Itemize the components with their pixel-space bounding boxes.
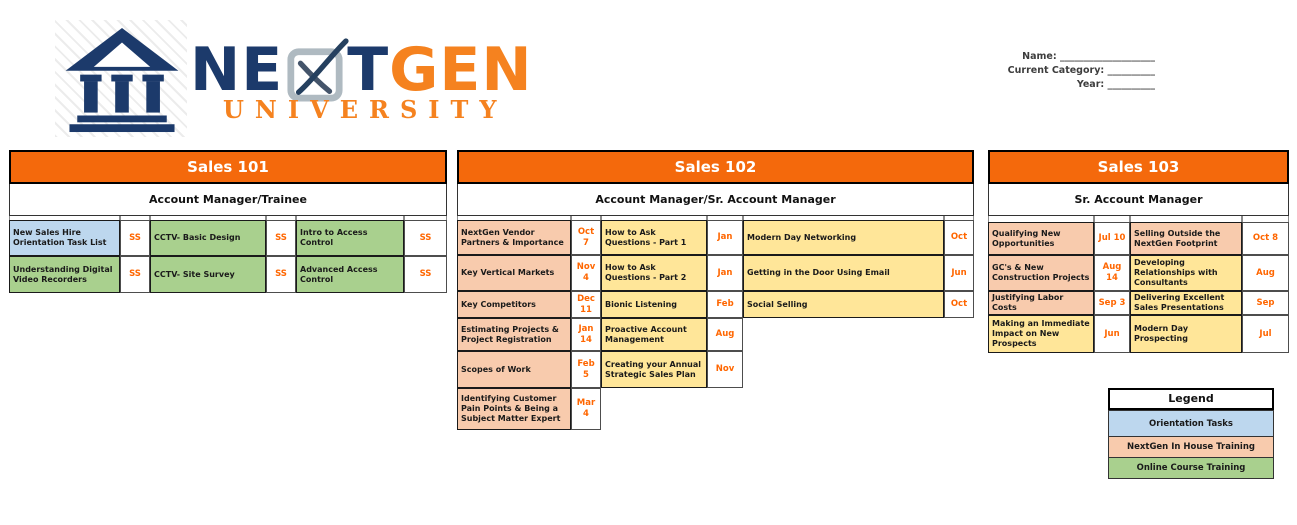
student-info-form: Name: ____________________ Current Categ… [990, 50, 1155, 92]
schedule-cell: Sep 3 [1094, 291, 1130, 315]
course-cell: How to Ask Questions - Part 1 [601, 220, 707, 255]
schedule-cell: Oct [944, 220, 974, 255]
course-cell: CCTV- Site Survey [150, 256, 266, 293]
brand-subtitle: UNIVERSITY [223, 95, 508, 124]
course-cell: Justifying Labor Costs [988, 291, 1094, 315]
schedule-cell: SS [404, 220, 447, 256]
course-cell: Identifying Customer Pain Points & Being… [457, 388, 571, 430]
table-subtitle: Account Manager/Trainee [9, 184, 447, 216]
brand-prefix: NE [190, 35, 284, 105]
grid-spacer [988, 216, 1094, 222]
legend-item-orientation: Orientation Tasks [1108, 410, 1274, 437]
table-title: Sales 101 [9, 150, 447, 184]
course-cell: Bionic Listening [601, 291, 707, 318]
course-cell: Selling Outside the NextGen Footprint [1130, 222, 1242, 255]
sales-101-table: Sales 101 Account Manager/Trainee New Sa… [9, 150, 447, 293]
course-cell: Understanding Digital Video Recorders [9, 256, 120, 293]
table-subtitle: Account Manager/Sr. Account Manager [457, 184, 974, 216]
schedule-cell: Nov [707, 351, 743, 388]
schedule-cell: Feb 5 [571, 351, 601, 388]
year-blank-line: __________ [1107, 79, 1156, 90]
grid-spacer [9, 216, 120, 220]
sales-103-table: Sales 103 Sr. Account Manager Qualifying… [988, 150, 1289, 353]
schedule-cell: SS [120, 220, 150, 256]
table-title: Sales 102 [457, 150, 974, 184]
schedule-cell: SS [404, 256, 447, 293]
legend: Legend Orientation Tasks NextGen In Hous… [1108, 388, 1274, 479]
schedule-cell: Jul 10 [1094, 222, 1130, 255]
schedule-cell: Jan 14 [571, 318, 601, 351]
schedule-cell: SS [266, 220, 296, 256]
course-grid: New Sales Hire Orientation Task List SS … [9, 216, 447, 293]
brand-suffix: GEN [389, 35, 533, 105]
schedule-cell: Sep [1242, 291, 1289, 315]
x-checkbox-icon [286, 38, 349, 102]
course-cell: Key Vertical Markets [457, 255, 571, 291]
schedule-cell: Jun [1094, 315, 1130, 353]
course-cell: Getting in the Door Using Email [743, 255, 944, 291]
university-building-icon [63, 26, 181, 137]
course-cell: Developing Relationships with Consultant… [1130, 255, 1242, 291]
brand-wordmark: NE T GEN [190, 34, 533, 106]
table-subtitle: Sr. Account Manager [988, 184, 1289, 216]
table-title: Sales 103 [988, 150, 1289, 184]
year-field: Year: __________ [1076, 79, 1156, 90]
schedule-cell: Jan [707, 255, 743, 291]
schedule-cell: Jun [944, 255, 974, 291]
legend-item-online: Online Course Training [1108, 458, 1274, 479]
legend-item-in-house: NextGen In House Training [1108, 437, 1274, 458]
course-cell: How to Ask Questions - Part 2 [601, 255, 707, 291]
sales-102-table: Sales 102 Account Manager/Sr. Account Ma… [457, 150, 974, 430]
course-cell: Social Selling [743, 291, 944, 318]
schedule-cell: Feb [707, 291, 743, 318]
brand-mid: T [347, 35, 390, 105]
course-cell: Key Competitors [457, 291, 571, 318]
schedule-cell: Dec 11 [571, 291, 601, 318]
schedule-cell: Aug 14 [1094, 255, 1130, 291]
schedule-cell: SS [120, 256, 150, 293]
schedule-cell: Oct [944, 291, 974, 318]
schedule-cell: Jul [1242, 315, 1289, 353]
schedule-cell: Nov 4 [571, 255, 601, 291]
course-cell: Creating your Annual Strategic Sales Pla… [601, 351, 707, 388]
course-cell: New Sales Hire Orientation Task List [9, 220, 120, 256]
course-cell: Proactive Account Management [601, 318, 707, 351]
schedule-cell: Jan [707, 220, 743, 255]
name-field: Name: ____________________ [1022, 51, 1155, 62]
course-cell: Making an Immediate Impact on New Prospe… [988, 315, 1094, 353]
schedule-cell: Aug [707, 318, 743, 351]
course-cell: Intro to Access Control [296, 220, 404, 256]
course-cell: GC's & New Construction Projects [988, 255, 1094, 291]
schedule-cell: Mar 4 [571, 388, 601, 430]
schedule-cell: Aug [1242, 255, 1289, 291]
course-cell: CCTV- Basic Design [150, 220, 266, 256]
name-blank-line: ____________________ [1060, 51, 1155, 62]
course-cell: Modern Day Networking [743, 220, 944, 255]
grid-spacer [457, 216, 571, 220]
course-cell: NextGen Vendor Partners & Importance [457, 220, 571, 255]
schedule-cell: Oct 7 [571, 220, 601, 255]
course-cell: Qualifying New Opportunities [988, 222, 1094, 255]
course-grid: NextGen Vendor Partners & Importance Oct… [457, 216, 974, 430]
course-cell: Estimating Projects & Project Registrati… [457, 318, 571, 351]
course-grid: Qualifying New Opportunities Jul 10 Sell… [988, 216, 1289, 353]
schedule-cell: SS [266, 256, 296, 293]
course-cell: Advanced Access Control [296, 256, 404, 293]
schedule-cell: Oct 8 [1242, 222, 1289, 255]
course-cell: Modern Day Prospecting [1130, 315, 1242, 353]
legend-title: Legend [1108, 388, 1274, 410]
course-cell: Delivering Excellent Sales Presentations [1130, 291, 1242, 315]
course-cell: Scopes of Work [457, 351, 571, 388]
category-field: Current Category: __________ [1007, 65, 1156, 76]
category-blank-line: __________ [1107, 65, 1156, 76]
